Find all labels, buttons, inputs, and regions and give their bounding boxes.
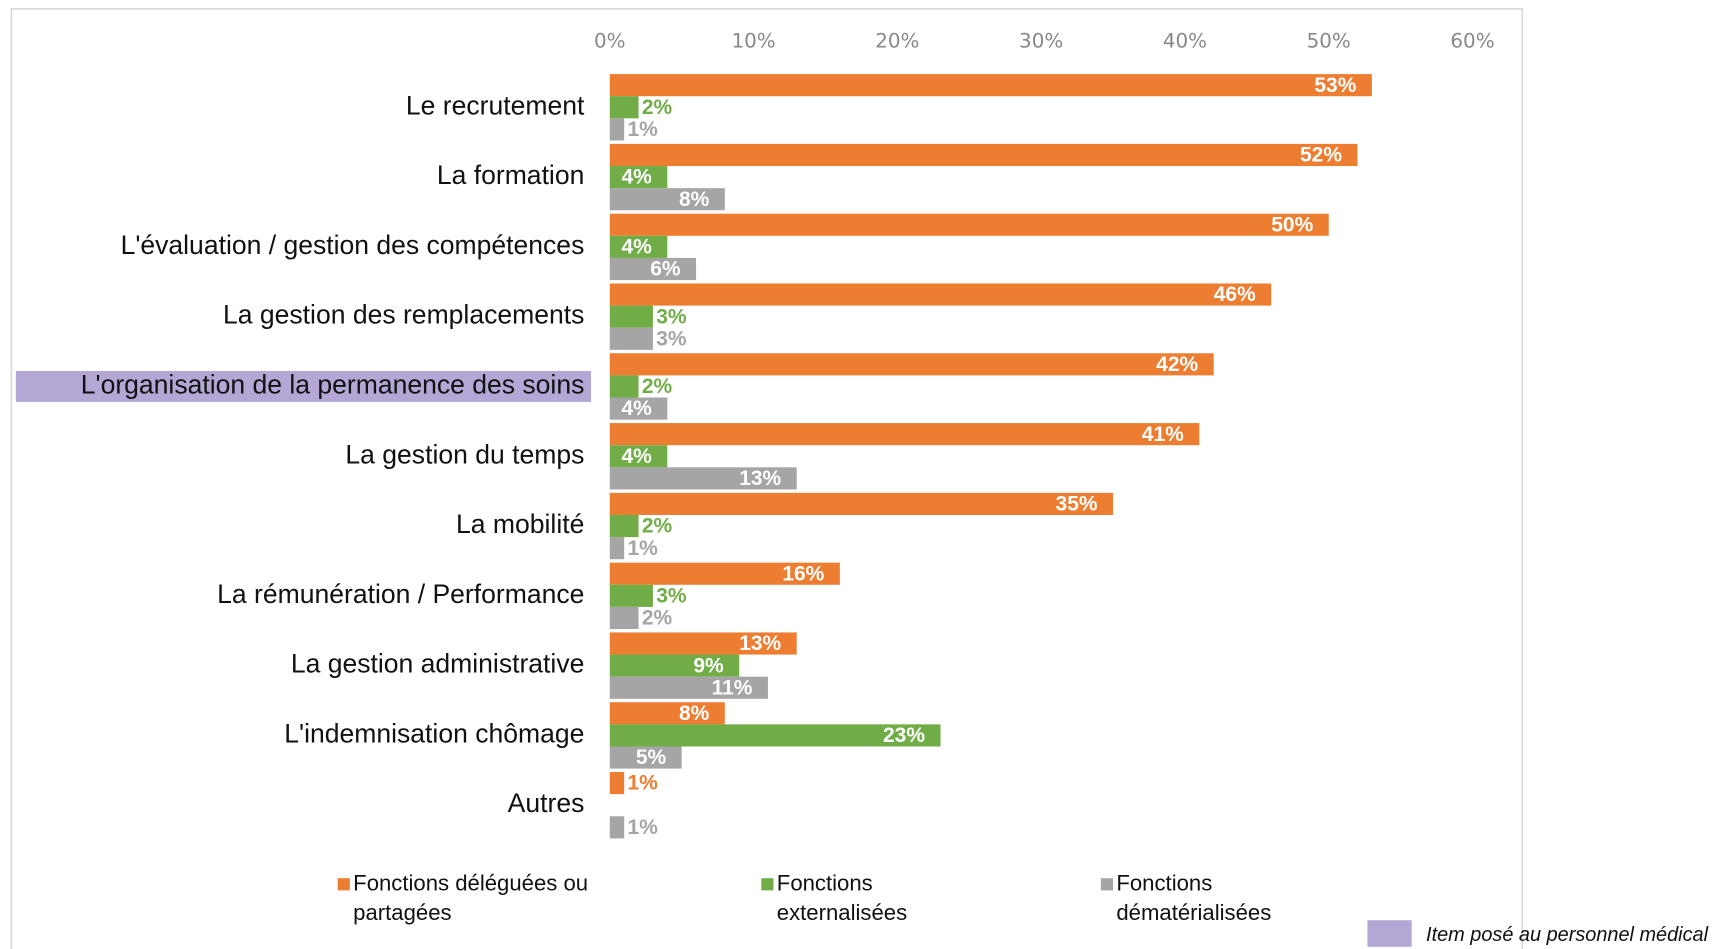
data-label: 35% — [1056, 493, 1098, 516]
category-label: Autres — [508, 788, 585, 818]
x-tick-label: 0% — [594, 30, 626, 53]
data-label: 2% — [642, 515, 673, 538]
category-highlight — [15, 370, 591, 402]
bar — [609, 746, 682, 769]
bar — [609, 257, 697, 281]
bar — [609, 584, 653, 607]
x-tick-label: 30% — [1019, 30, 1063, 53]
data-label: 2% — [642, 375, 673, 398]
legend-swatch — [337, 878, 350, 891]
category-label: La gestion du temps — [345, 439, 584, 469]
bar — [609, 213, 1329, 236]
data-label: 1% — [627, 118, 658, 141]
data-label: 2% — [642, 96, 673, 119]
bar — [609, 606, 639, 630]
data-label: 1% — [627, 537, 658, 560]
legend-item: Fonctions dématérialisées — [1116, 871, 1272, 926]
bar — [609, 375, 639, 398]
bar — [609, 676, 768, 699]
note: Item posé au personnel médical — [1426, 924, 1709, 946]
data-label: 50% — [1271, 213, 1313, 236]
x-tick-label: 50% — [1307, 30, 1351, 53]
data-label: 46% — [1214, 283, 1256, 306]
data-label: 41% — [1142, 423, 1184, 446]
data-label: 3% — [656, 327, 687, 350]
data-label: 4% — [621, 166, 652, 189]
legend-swatch — [1100, 878, 1114, 891]
bar — [609, 166, 668, 189]
x-tick-label: 20% — [875, 30, 919, 53]
category-label: L'évaluation / gestion des compétences — [121, 230, 585, 260]
category-label: La gestion des remplacements — [223, 300, 584, 330]
bar — [609, 654, 740, 677]
x-tick-label: 40% — [1163, 30, 1207, 53]
bar — [609, 397, 668, 420]
data-label: 11% — [712, 676, 753, 699]
data-label: 2% — [642, 607, 673, 630]
data-label: 42% — [1156, 353, 1198, 376]
legend-item: Fonctions externalisées — [776, 871, 908, 926]
bar — [609, 118, 625, 141]
bar — [609, 423, 1200, 446]
bar — [609, 514, 639, 538]
data-label: 13% — [739, 467, 781, 490]
data-label: 6% — [650, 258, 681, 281]
bar — [609, 702, 725, 725]
bar — [609, 188, 725, 211]
bar — [609, 327, 653, 350]
data-label: 1% — [627, 816, 658, 839]
bar — [609, 283, 1272, 306]
category-label: La gestion administrative — [291, 649, 584, 679]
data-label: 23% — [883, 724, 925, 747]
data-label: 1% — [627, 772, 658, 795]
legend-label: Fonctions externalisées — [776, 871, 908, 926]
data-label: 9% — [693, 654, 724, 677]
data-label: 4% — [621, 236, 652, 259]
data-label: 8% — [679, 702, 710, 725]
category-label: L'indemnisation chômage — [284, 718, 584, 748]
legend-label: Fonctions déléguées ou partagées — [353, 871, 589, 926]
category-label: La rémunération / Performance — [217, 579, 584, 609]
data-label: 3% — [656, 305, 687, 328]
data-label: 53% — [1314, 74, 1356, 97]
data-label: 13% — [739, 632, 781, 655]
data-label: 5% — [636, 746, 667, 769]
data-label: 16% — [782, 562, 824, 585]
bar — [609, 492, 1114, 515]
data-label: 4% — [621, 397, 652, 420]
bar — [609, 96, 639, 119]
bar — [609, 445, 668, 468]
bar — [609, 562, 840, 585]
legend-item: Fonctions déléguées ou partagées — [353, 871, 589, 926]
data-label: 4% — [621, 445, 652, 468]
bar — [609, 143, 1358, 167]
legend-swatch — [761, 878, 774, 891]
bar — [609, 816, 625, 839]
note-swatch — [1367, 920, 1412, 947]
bar — [609, 632, 797, 655]
bar — [609, 724, 941, 747]
bar — [609, 467, 797, 490]
bar — [609, 772, 625, 795]
category-label: Le recrutement — [406, 90, 585, 120]
x-tick-label: 10% — [731, 30, 775, 53]
category-label: L'organisation de la permanence des soin… — [81, 369, 585, 399]
bar — [609, 74, 1372, 97]
category-label: La mobilité — [456, 509, 584, 539]
data-label: 8% — [679, 188, 710, 211]
bar — [609, 353, 1214, 376]
x-tick-label: 60% — [1450, 30, 1494, 53]
bar — [609, 537, 625, 560]
category-label: La formation — [437, 160, 584, 190]
chart-border — [10, 8, 1524, 949]
data-label: 52% — [1300, 144, 1342, 167]
bar — [609, 235, 668, 258]
legend-label: Fonctions dématérialisées — [1116, 871, 1272, 926]
data-label: 3% — [656, 584, 687, 607]
bar — [609, 305, 653, 328]
